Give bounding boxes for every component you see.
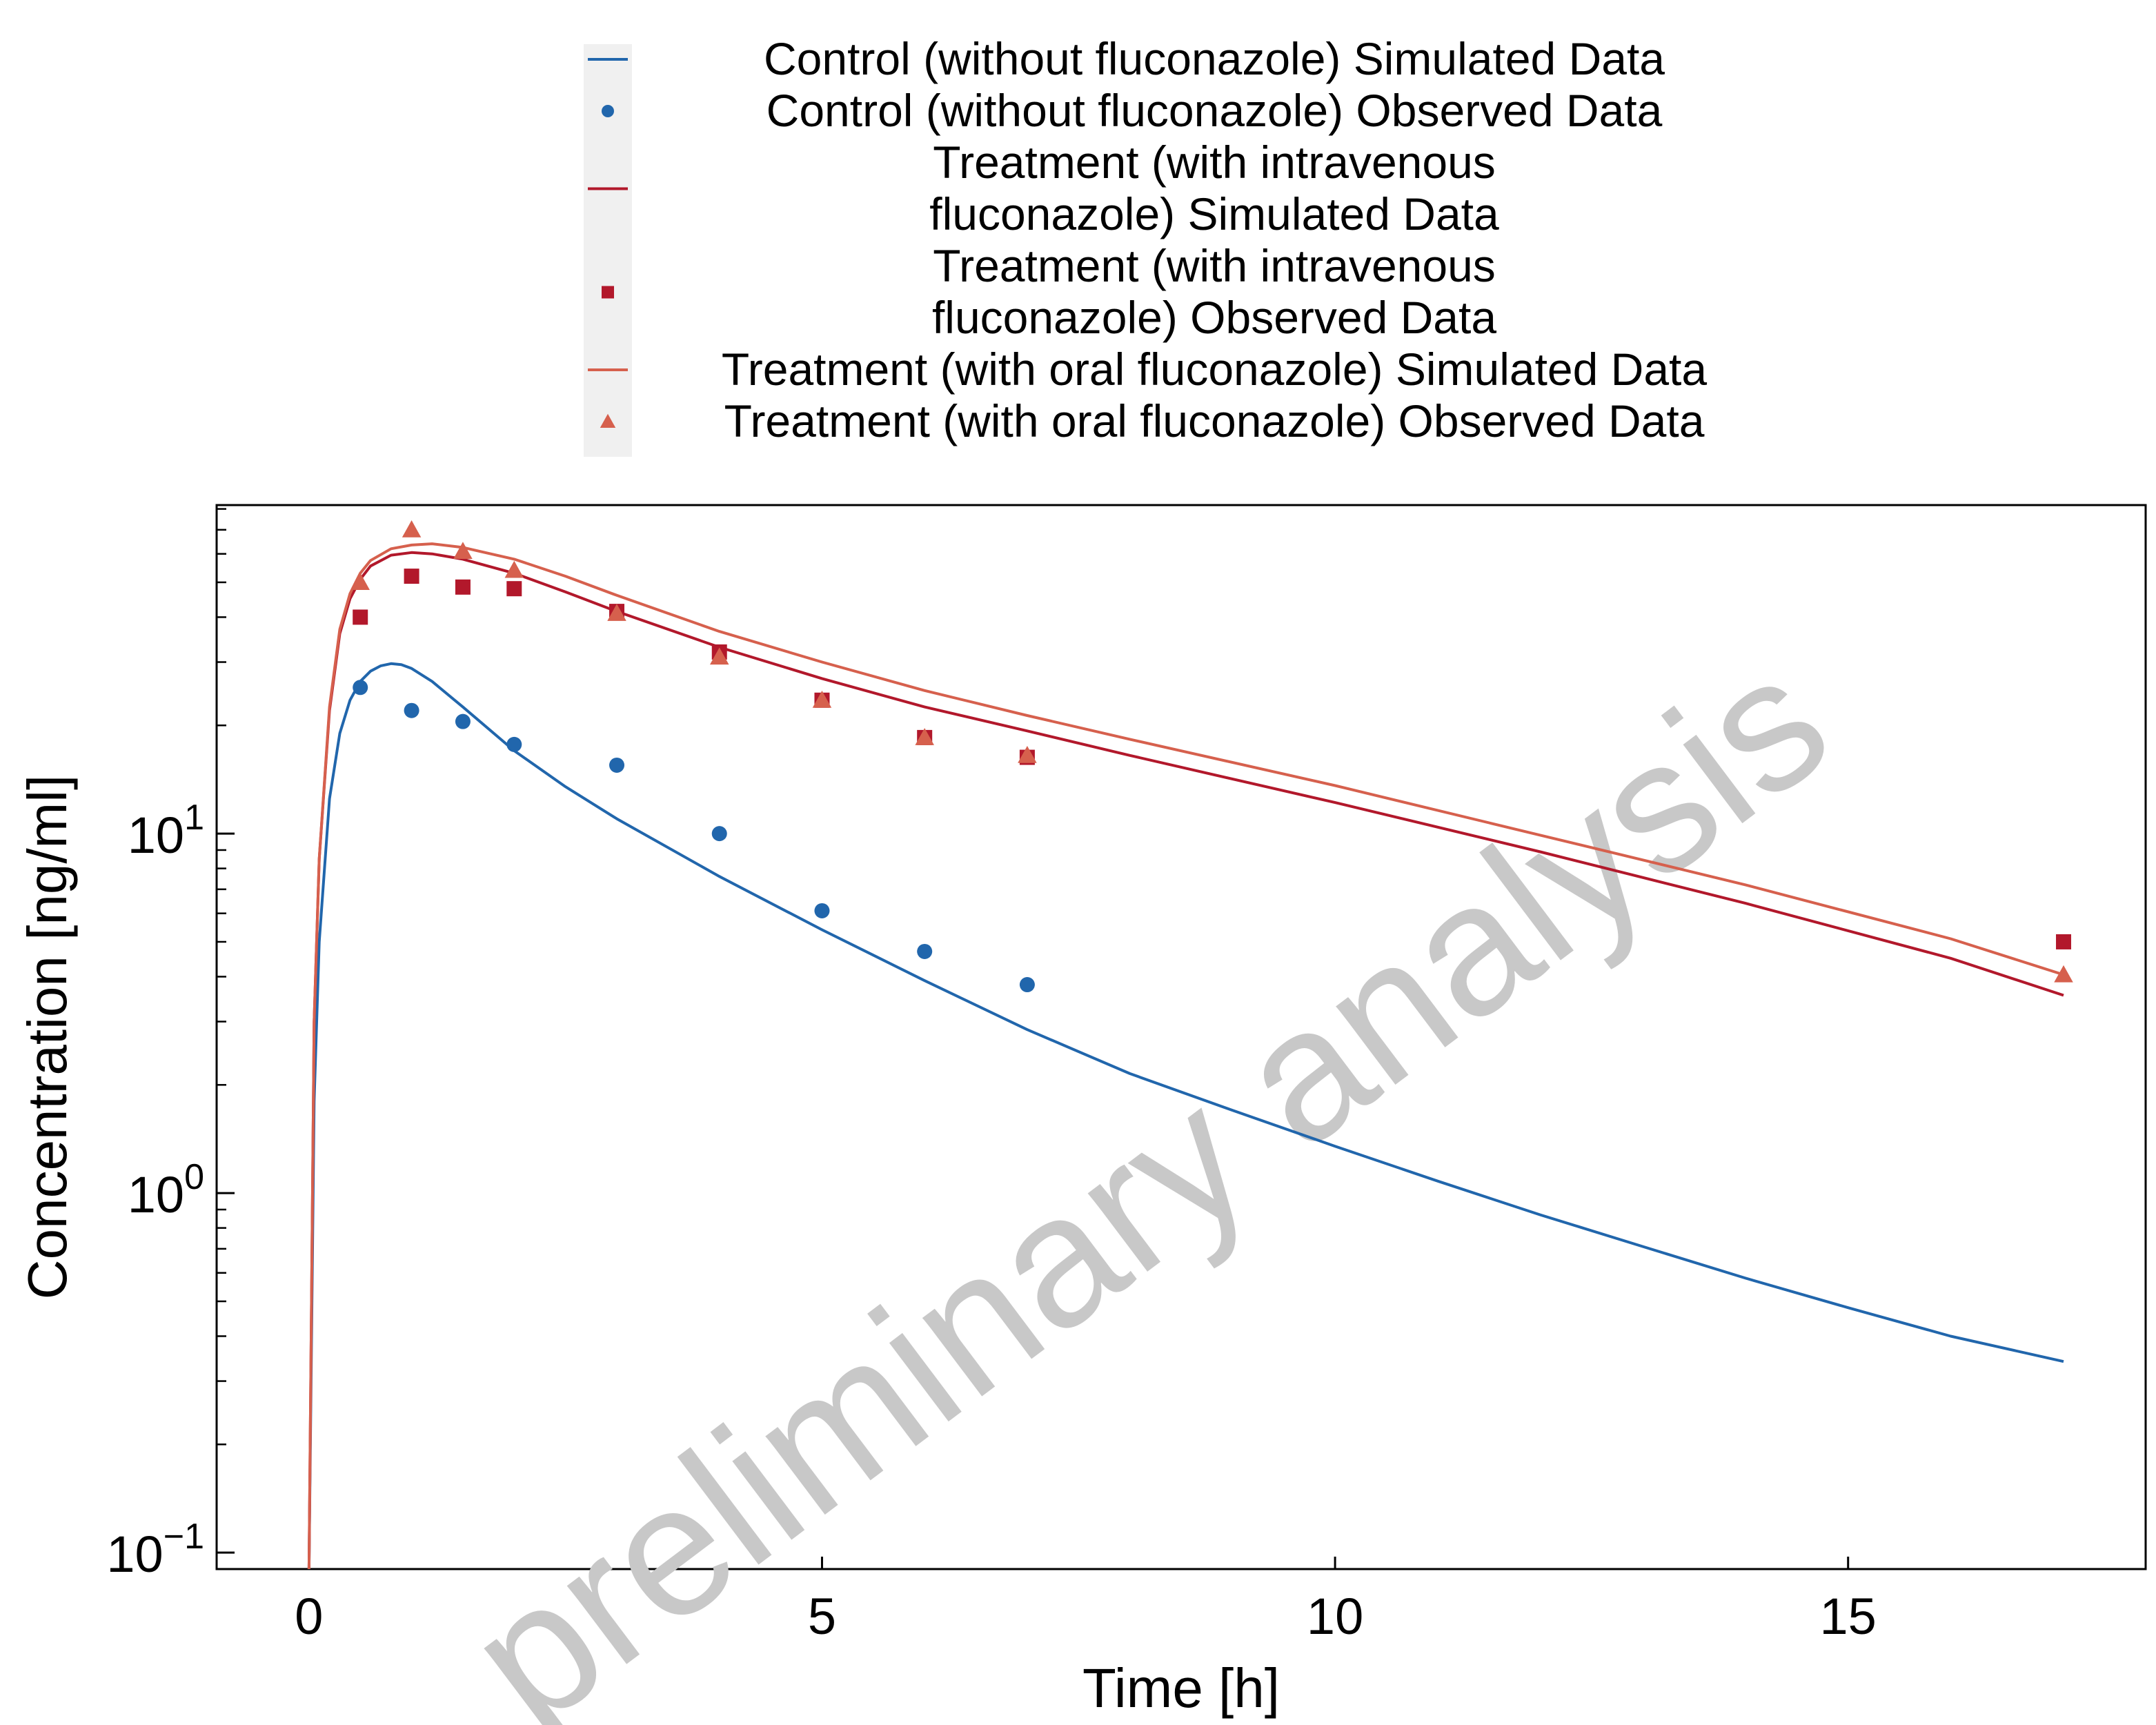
data-point — [2056, 934, 2072, 949]
y-tick-label: 101 — [128, 798, 204, 864]
legend-item: Treatment (with oral fluconazole) Simula… — [588, 344, 1707, 395]
data-point — [814, 903, 830, 918]
y-tick-label: 10−1 — [106, 1517, 204, 1583]
legend-label: fluconazole) Simulated Data — [929, 188, 1499, 239]
legend-label: Treatment (with intravenous — [933, 240, 1496, 291]
data-point — [402, 520, 422, 538]
data-point — [711, 826, 727, 842]
data-point — [453, 542, 473, 559]
watermark-layer: preliminary analysis — [433, 616, 1864, 1725]
watermark-text: preliminary analysis — [433, 616, 1864, 1725]
series-layer — [307, 520, 2073, 1570]
series-line — [307, 662, 2064, 1570]
x-tick-label: 5 — [808, 1588, 836, 1645]
data-point — [506, 581, 522, 597]
y-axis-title: Concentration [ng/ml] — [17, 775, 78, 1299]
data-point — [2054, 965, 2073, 983]
data-point — [504, 560, 524, 578]
legend-label: Treatment (with oral fluconazole) Observ… — [724, 395, 1705, 446]
data-point — [607, 604, 626, 621]
x-tick-label: 0 — [295, 1588, 323, 1645]
data-point — [1019, 977, 1035, 993]
legend-key-marker — [600, 413, 616, 428]
series-4 — [307, 542, 2064, 1570]
x-tick-label: 10 — [1307, 1588, 1363, 1645]
plot-frame — [215, 504, 2147, 1570]
data-point — [353, 680, 368, 696]
x-axis: 0 5 10 15 — [295, 1557, 1877, 1645]
legend-label: fluconazole) Observed Data — [932, 292, 1496, 343]
legend-item: Control (without fluconazole) Simulated … — [588, 33, 1665, 84]
series-line — [307, 542, 2064, 1570]
series-0 — [307, 662, 2064, 1570]
x-tick-label: 15 — [1820, 1588, 1877, 1645]
data-point — [609, 757, 625, 773]
data-point — [353, 609, 368, 625]
data-point — [812, 691, 832, 708]
series-5 — [350, 520, 2073, 983]
data-point — [350, 573, 370, 590]
legend-item: Treatment (with intravenousfluconazole) … — [602, 240, 1496, 343]
legend-label: Control (without fluconazole) Simulated … — [764, 33, 1665, 84]
data-point — [404, 702, 419, 718]
data-point — [709, 647, 729, 665]
data-point — [917, 943, 933, 959]
legend-item: Treatment (with intravenousfluconazole) … — [588, 137, 1499, 239]
legend-label: Treatment (with intravenous — [933, 137, 1496, 188]
plot-area: preliminary analysis 0 5 10 15 10−1 100 101 — [106, 504, 2147, 1725]
legend-item: Control (without fluconazole) Observed D… — [602, 85, 1663, 136]
legend-label: Control (without fluconazole) Observed D… — [767, 85, 1663, 136]
series-1 — [353, 680, 1035, 993]
legend-key-marker — [602, 105, 614, 117]
x-axis-title: Time [h] — [1082, 1657, 1280, 1719]
legend-key-marker — [602, 286, 614, 299]
data-point — [915, 728, 934, 745]
legend-label: Treatment (with oral fluconazole) Simula… — [722, 344, 1707, 395]
legend: Control (without fluconazole) Simulated … — [584, 33, 1707, 457]
data-point — [455, 713, 471, 729]
data-point — [404, 569, 419, 584]
data-point — [506, 736, 522, 752]
legend-item: Treatment (with oral fluconazole) Observ… — [600, 395, 1705, 446]
data-point — [455, 579, 471, 595]
y-tick-label: 100 — [128, 1157, 204, 1223]
y-axis: 10−1 100 101 — [106, 508, 235, 1583]
data-point — [1018, 746, 1037, 763]
